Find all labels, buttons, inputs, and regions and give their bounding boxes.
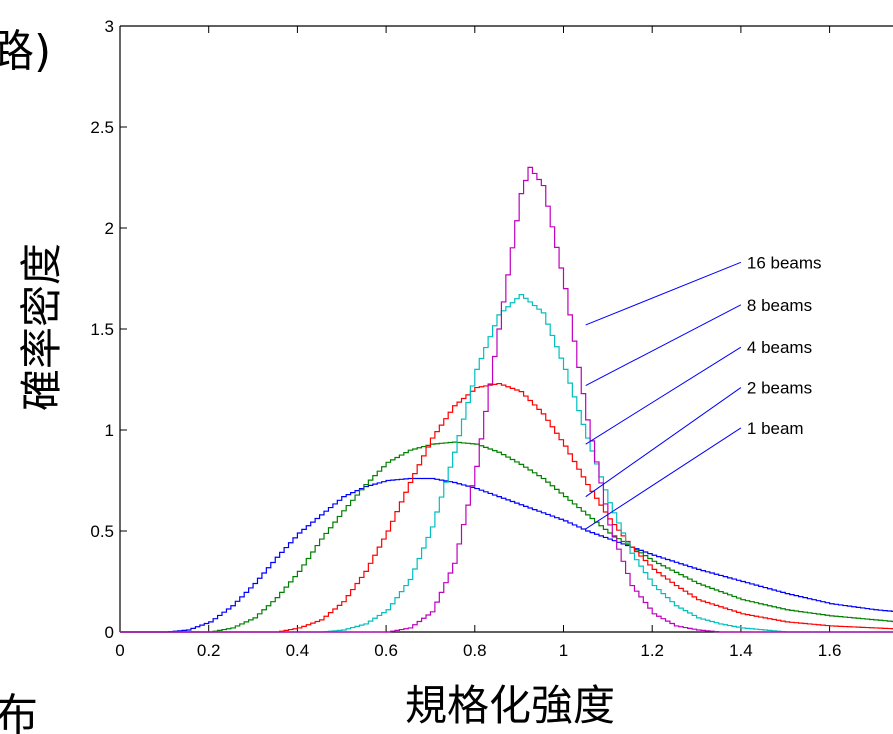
annotation-leader-1-beam <box>585 427 742 530</box>
y-tick-label: 1 <box>105 421 114 440</box>
y-tick-label: 2 <box>105 219 114 238</box>
series-line-16-beams <box>120 166 893 633</box>
series-annotations: 16 beams 8 beams 4 beams 2 beams 1 beam <box>585 253 822 530</box>
x-axis-title: 規格化強度 <box>405 681 615 730</box>
annotation-leader-8-beams <box>585 304 742 387</box>
x-tick-label: 1.2 <box>640 641 664 660</box>
y-tick-label: 3 <box>105 17 114 36</box>
annotation-label-8-beams: 8 beams <box>747 296 812 315</box>
y-tick-label: 0 <box>105 623 114 642</box>
annotation-label-4-beams: 4 beams <box>747 338 812 357</box>
annotation-leader-2-beams <box>585 387 742 498</box>
x-tick-label: 1.4 <box>729 641 753 660</box>
series-line-1-beam <box>120 477 893 633</box>
axis-ticks <box>119 25 831 633</box>
x-tick-label: 0.6 <box>374 641 398 660</box>
y-axis-title: 確率密度 <box>17 243 66 411</box>
fragment-bottom-left: 布 <box>0 690 38 734</box>
x-tick-label: 0 <box>115 641 124 660</box>
plot-frame <box>119 25 893 633</box>
x-tick-label: 0.4 <box>286 641 310 660</box>
fragment-top-left: 路) <box>0 26 51 77</box>
data-series <box>120 166 893 633</box>
axis-tick-labels: 0 0.2 0.4 0.6 0.8 1 1.2 1.4 1.6 0 0.5 1 1.5 2 2.5 3 <box>90 17 841 660</box>
x-tick-label: 0.8 <box>463 641 487 660</box>
annotation-label-16-beams: 16 beams <box>747 253 822 272</box>
y-tick-label: 2.5 <box>90 118 114 137</box>
y-tick-label: 1.5 <box>90 320 114 339</box>
annotation-label-2-beams: 2 beams <box>747 379 812 398</box>
annotation-leader-16-beams <box>585 261 742 326</box>
y-tick-label: 0.5 <box>90 522 114 541</box>
annotation-label-1-beam: 1 beam <box>747 419 804 438</box>
x-tick-label: 1 <box>559 641 568 660</box>
x-tick-label: 0.2 <box>197 641 221 660</box>
x-tick-label: 1.6 <box>818 641 842 660</box>
annotation-leader-4-beams <box>585 346 742 445</box>
series-line-2-beams <box>120 441 893 633</box>
